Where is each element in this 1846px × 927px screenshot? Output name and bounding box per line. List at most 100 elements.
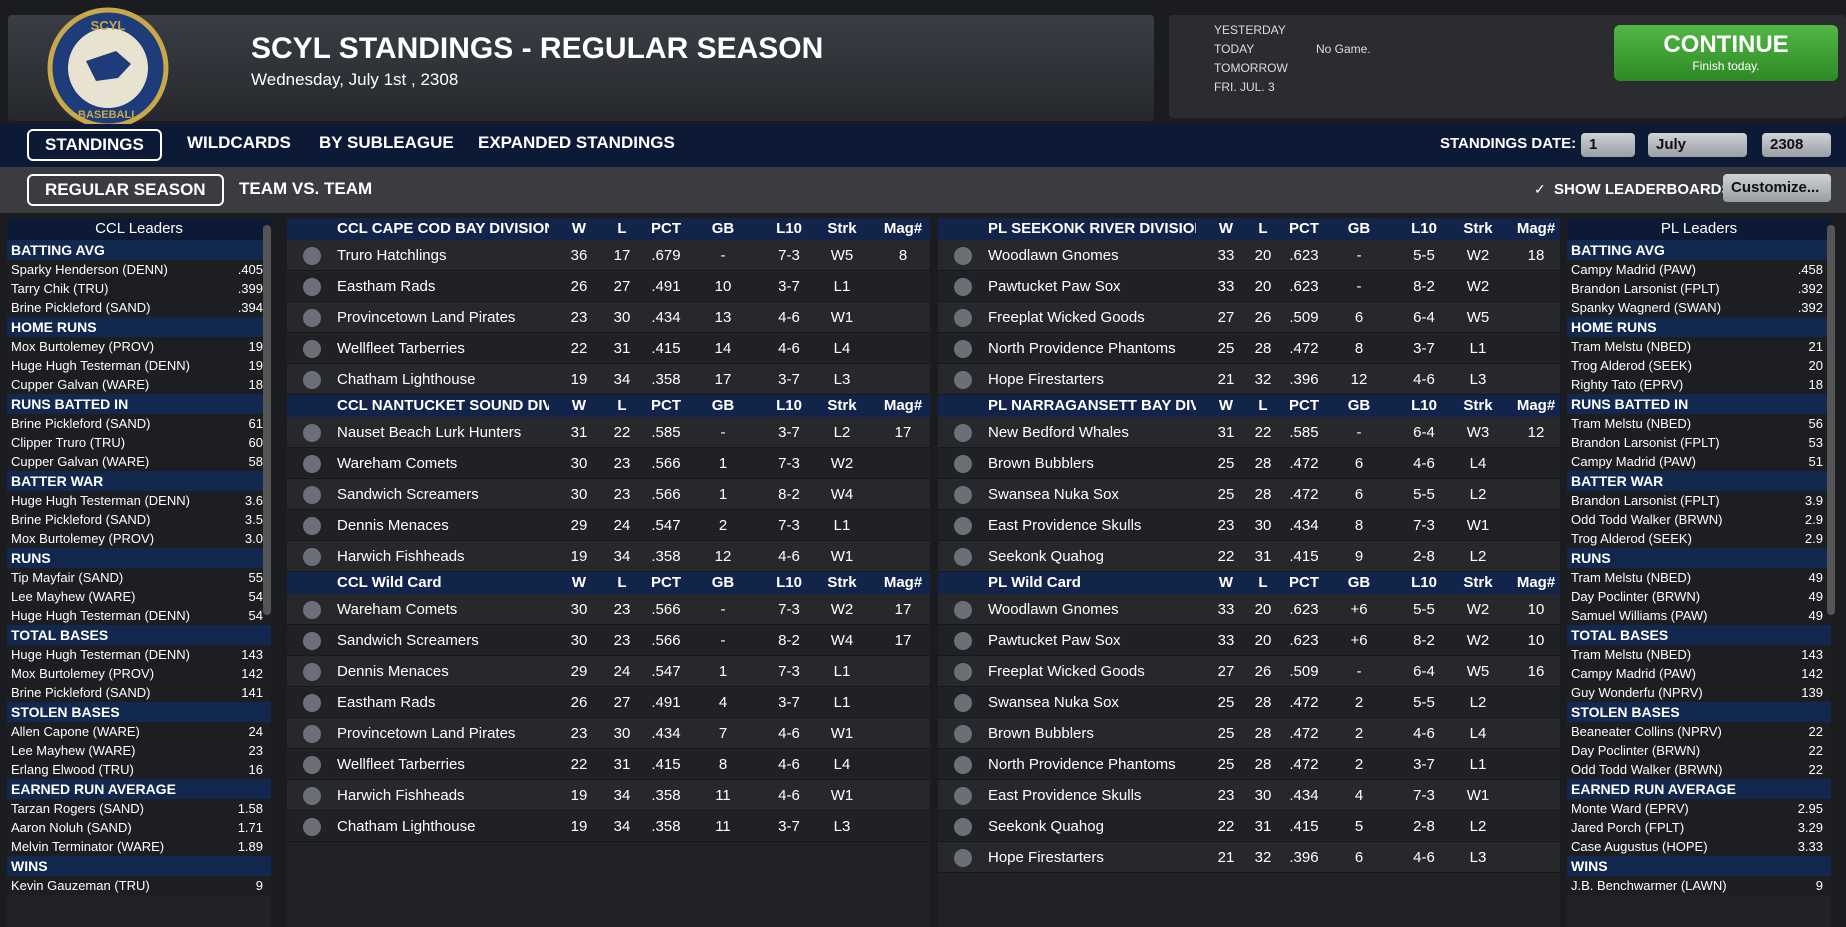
year-select[interactable]: 2308: [1762, 133, 1831, 157]
team-row[interactable]: Seekonk Quahog 22 31 .415 9 2-8 L2: [938, 541, 1560, 572]
team-row[interactable]: Woodlawn Gnomes 33 20 .623 +6 5-5 W2 10: [938, 594, 1560, 625]
team-row[interactable]: Wellfleet Tarberries 22 31 .415 14 4-6 L4: [287, 333, 930, 364]
team-row[interactable]: Dennis Menaces 29 24 .547 2 7-3 L1: [287, 510, 930, 541]
player-name: Campy Madrid (PAW): [1571, 262, 1696, 277]
player-name: Day Poclinter (BRWN): [1571, 589, 1701, 604]
team-row[interactable]: Chatham Lighthouse 19 34 .358 11 3-7 L3: [287, 811, 930, 842]
leader-entry: Huge Hugh Testerman (DENN) 54: [7, 606, 271, 625]
team-logo: [303, 663, 321, 681]
stat-cell: 1: [718, 663, 728, 680]
tab[interactable]: WILDCARDS: [187, 133, 291, 152]
stat-cell: 34: [613, 548, 631, 565]
team-logo: [303, 455, 321, 473]
team-row[interactable]: Provincetown Land Pirates 23 30 .434 7 4-6 W1: [287, 718, 930, 749]
team-row[interactable]: North Providence Phantoms 25 28 .472 8 3-7 L1: [938, 333, 1560, 364]
leader-entry: Cupper Galvan (WARE) 58: [7, 452, 271, 471]
team-logo: [954, 340, 972, 358]
team-row[interactable]: East Providence Skulls 23 30 .434 8 7-3 W1: [938, 510, 1560, 541]
team-row[interactable]: Truro Hatchlings 36 17 .679 - 7-3 W5 8: [287, 240, 930, 271]
stat-cell: 31: [1217, 424, 1235, 441]
leader-category: RUNS BATTED IN: [7, 394, 271, 414]
stat-value: 55: [248, 570, 263, 585]
schedule-day[interactable]: FRI. JUL. 3: [1214, 80, 1275, 94]
tab[interactable]: EXPANDED STANDINGS: [478, 133, 675, 152]
scrollbar[interactable]: [1827, 225, 1835, 615]
team-logo: [954, 247, 972, 265]
stat-cell: 5-5: [1413, 601, 1435, 618]
team-row[interactable]: East Providence Skulls 23 30 .434 4 7-3 W1: [938, 780, 1560, 811]
month-select[interactable]: July: [1648, 133, 1747, 157]
column-header: PCT: [1289, 220, 1319, 237]
team-row[interactable]: Swansea Nuka Sox 25 28 .472 2 5-5 L2: [938, 687, 1560, 718]
stat-cell: 11: [715, 818, 731, 835]
stat-cell: 4-6: [778, 548, 800, 565]
team-row[interactable]: Wellfleet Tarberries 22 31 .415 8 4-6 L4: [287, 749, 930, 780]
subtab[interactable]: TEAM VS. TEAM: [239, 179, 373, 198]
stat-cell: 3-7: [778, 818, 800, 835]
team-row[interactable]: Freeplat Wicked Goods 27 26 .509 - 6-4 W5 16: [938, 656, 1560, 687]
team-row[interactable]: Hope Firestarters 21 32 .396 6 4-6 L3: [938, 842, 1560, 873]
team-logo: [954, 517, 972, 535]
customize-button[interactable]: Customize...: [1723, 174, 1831, 202]
stat-cell: 7-3: [1413, 787, 1435, 804]
team-row[interactable]: Seekonk Quahog 22 31 .415 5 2-8 L2: [938, 811, 1560, 842]
team-logo: [303, 756, 321, 774]
stat-cell: 7-3: [778, 247, 800, 264]
team-row[interactable]: Wareham Comets 30 23 .566 1 7-3 W2: [287, 448, 930, 479]
team-row[interactable]: Provincetown Land Pirates 23 30 .434 13 4-6 W1: [287, 302, 930, 333]
stat-value: 53: [1808, 435, 1823, 450]
team-row[interactable]: Freeplat Wicked Goods 27 26 .509 6 6-4 W5: [938, 302, 1560, 333]
stat-cell: 13: [714, 309, 732, 326]
stat-cell: 8: [718, 756, 728, 773]
tab[interactable]: STANDINGS: [27, 129, 162, 161]
team-logo: [303, 787, 321, 805]
team-row[interactable]: Dennis Menaces 29 24 .547 1 7-3 L1: [287, 656, 930, 687]
team-row[interactable]: Eastham Rads 26 27 .491 4 3-7 L1: [287, 687, 930, 718]
team-row[interactable]: Woodlawn Gnomes 33 20 .623 - 5-5 W2 18: [938, 240, 1560, 271]
schedule-day[interactable]: TOMORROW: [1214, 61, 1288, 75]
team-row[interactable]: Chatham Lighthouse 19 34 .358 17 3-7 L3: [287, 364, 930, 395]
checkbox[interactable]: ✓: [1534, 181, 1546, 197]
team-row[interactable]: Harwich Fishheads 19 34 .358 11 4-6 W1: [287, 780, 930, 811]
continue-button[interactable]: CONTINUE Finish today.: [1614, 25, 1838, 81]
scrollbar[interactable]: [263, 225, 271, 615]
leaders-panel: CCL Leaders BATTING AVG Sparky Henderson (…: [7, 218, 271, 927]
team-row[interactable]: Harwich Fishheads 19 34 .358 12 4-6 W1: [287, 541, 930, 572]
team-row[interactable]: Sandwich Screamers 30 23 .566 1 8-2 W4: [287, 479, 930, 510]
team-logo: [954, 455, 972, 473]
day-select[interactable]: 1: [1581, 133, 1635, 157]
tab[interactable]: BY SUBLEAGUE: [319, 133, 454, 152]
team-row[interactable]: Hope Firestarters 21 32 .396 12 4-6 L3: [938, 364, 1560, 395]
stat-cell: 33: [1217, 247, 1235, 264]
team-row[interactable]: North Providence Phantoms 25 28 .472 2 3-7 L1: [938, 749, 1560, 780]
schedule-day[interactable]: TODAY: [1214, 42, 1255, 56]
stat-cell: 23: [1217, 517, 1235, 534]
team-name: Eastham Rads: [337, 694, 436, 711]
subtab[interactable]: REGULAR SEASON: [27, 174, 224, 206]
team-row[interactable]: Eastham Rads 26 27 .491 10 3-7 L1: [287, 271, 930, 302]
stat-cell: 32: [1254, 371, 1272, 388]
stat-cell: W1: [830, 787, 854, 804]
leader-entry: Clipper Truro (TRU) 60: [7, 433, 271, 452]
show-leaderboards[interactable]: SHOW LEADERBOARDS: [1554, 181, 1732, 198]
team-row[interactable]: Pawtucket Paw Sox 33 20 .623 - 8-2 W2: [938, 271, 1560, 302]
stat-cell: 31: [1254, 818, 1272, 835]
team-row[interactable]: Brown Bubblers 25 28 .472 6 4-6 L4: [938, 448, 1560, 479]
team-row[interactable]: Swansea Nuka Sox 25 28 .472 6 5-5 L2: [938, 479, 1560, 510]
team-name: East Providence Skulls: [988, 787, 1142, 804]
team-row[interactable]: Brown Bubblers 25 28 .472 2 4-6 L4: [938, 718, 1560, 749]
stat-cell: -: [1356, 663, 1362, 680]
team-row[interactable]: New Bedford Whales 31 22 .585 - 6-4 W3 12: [938, 417, 1560, 448]
stat-cell: 12: [1527, 424, 1545, 441]
stat-cell: L2: [1469, 548, 1487, 565]
stat-cell: 2-8: [1413, 548, 1435, 565]
stat-cell: .358: [651, 818, 681, 835]
schedule-day[interactable]: YESTERDAY: [1214, 23, 1286, 37]
player-name: Tram Melstu (NBED): [1571, 416, 1692, 431]
stat-value: 19: [248, 358, 263, 373]
continue-label: CONTINUE: [1663, 31, 1789, 58]
team-row[interactable]: Pawtucket Paw Sox 33 20 .623 +6 8-2 W2 10: [938, 625, 1560, 656]
team-row[interactable]: Sandwich Screamers 30 23 .566 - 8-2 W4 17: [287, 625, 930, 656]
team-row[interactable]: Nauset Beach Lurk Hunters 31 22 .585 - 3-7 L2 1…: [287, 417, 930, 448]
team-row[interactable]: Wareham Comets 30 23 .566 - 7-3 W2 17: [287, 594, 930, 625]
